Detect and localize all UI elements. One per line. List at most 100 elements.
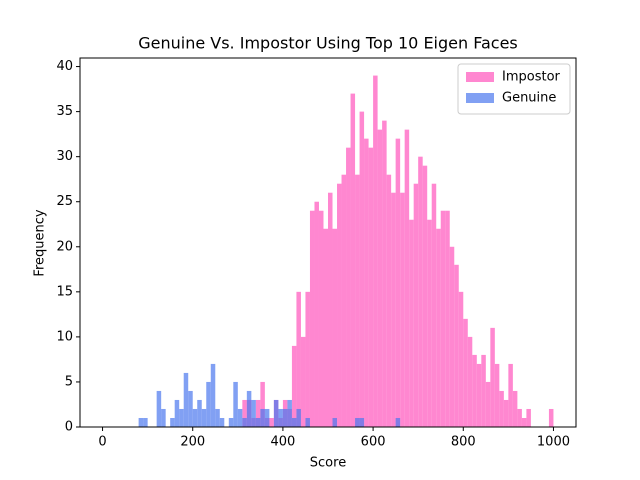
legend-label: Genuine [502, 91, 556, 106]
bar [255, 399, 261, 427]
bar [251, 399, 256, 427]
bar [143, 417, 148, 427]
bar [318, 210, 324, 427]
x-axis-label: Score [310, 456, 346, 471]
bar [260, 381, 265, 427]
bar [323, 228, 328, 427]
bar [445, 210, 450, 427]
y-tick-label: 0 [65, 420, 73, 435]
bar [436, 228, 441, 427]
bar [228, 417, 234, 427]
bar [359, 111, 365, 427]
bar [359, 417, 365, 427]
bar [373, 75, 378, 428]
bar [490, 327, 495, 427]
x-tick-label: 0 [98, 435, 106, 450]
bar [287, 399, 292, 427]
bar [463, 318, 468, 427]
bar [449, 246, 455, 427]
bar [138, 417, 144, 427]
bar [364, 138, 369, 427]
bar [309, 210, 315, 427]
bar [264, 408, 270, 427]
bar [201, 408, 207, 427]
bar [512, 390, 518, 427]
bar [382, 120, 387, 427]
bar [409, 219, 414, 427]
bar [395, 417, 401, 427]
bar [404, 129, 410, 427]
bar [503, 399, 509, 427]
y-axis-label: Frequency [33, 209, 48, 276]
bar [332, 228, 338, 427]
bar [255, 417, 261, 427]
bar [548, 408, 554, 427]
bar [282, 408, 288, 427]
bar [517, 408, 522, 427]
bar [206, 381, 211, 427]
legend-label: Impostor [502, 70, 561, 85]
bar [418, 156, 423, 427]
x-tick-label: 600 [361, 435, 386, 450]
bar [273, 399, 279, 427]
bar [422, 165, 428, 427]
bar [481, 354, 486, 427]
bar [242, 399, 247, 427]
bar [237, 408, 243, 427]
x-tick-label: 800 [451, 435, 476, 450]
bar [305, 417, 310, 427]
y-tick-label: 20 [56, 239, 73, 254]
bar [346, 147, 351, 427]
bar [368, 147, 374, 427]
bar [300, 336, 306, 427]
bar [192, 408, 198, 427]
bar [508, 363, 513, 427]
legend-swatch [466, 72, 494, 82]
bar [210, 363, 216, 427]
bar [476, 363, 482, 427]
legend: Impostor Genuine [457, 63, 571, 115]
bar [341, 174, 347, 427]
bar [161, 408, 166, 427]
bar [526, 408, 531, 427]
bar [499, 390, 504, 427]
bar [485, 381, 491, 427]
legend-swatch [466, 93, 494, 103]
y-tick-label: 25 [56, 194, 73, 209]
x-tick-label: 1000 [537, 435, 570, 450]
bar [278, 408, 283, 427]
bar [188, 390, 193, 427]
bar [413, 183, 419, 427]
bar [328, 192, 333, 427]
chart-title: Genuine Vs. Impostor Using Top 10 Eigen … [138, 34, 518, 53]
bar [472, 354, 477, 427]
bar [305, 291, 310, 427]
bar [337, 183, 342, 427]
bar [431, 183, 437, 427]
y-tick-label: 35 [56, 104, 73, 119]
bar [454, 264, 459, 427]
x-tick-label: 200 [180, 435, 205, 450]
y-tick-label: 40 [56, 59, 73, 74]
bar [269, 417, 274, 427]
bar [296, 291, 301, 427]
bar [332, 417, 338, 427]
bar [521, 417, 527, 427]
bar [170, 417, 175, 427]
plot-frame [79, 57, 577, 428]
bar [233, 381, 238, 427]
bar [395, 138, 401, 427]
bar [219, 417, 225, 427]
bar [350, 93, 356, 427]
bar [291, 417, 297, 427]
bar [215, 408, 220, 427]
bar [467, 336, 473, 427]
bar [296, 408, 301, 427]
bar [260, 408, 265, 427]
bar [179, 408, 184, 427]
bar [183, 372, 189, 427]
bar [377, 129, 383, 427]
bar [246, 390, 252, 427]
